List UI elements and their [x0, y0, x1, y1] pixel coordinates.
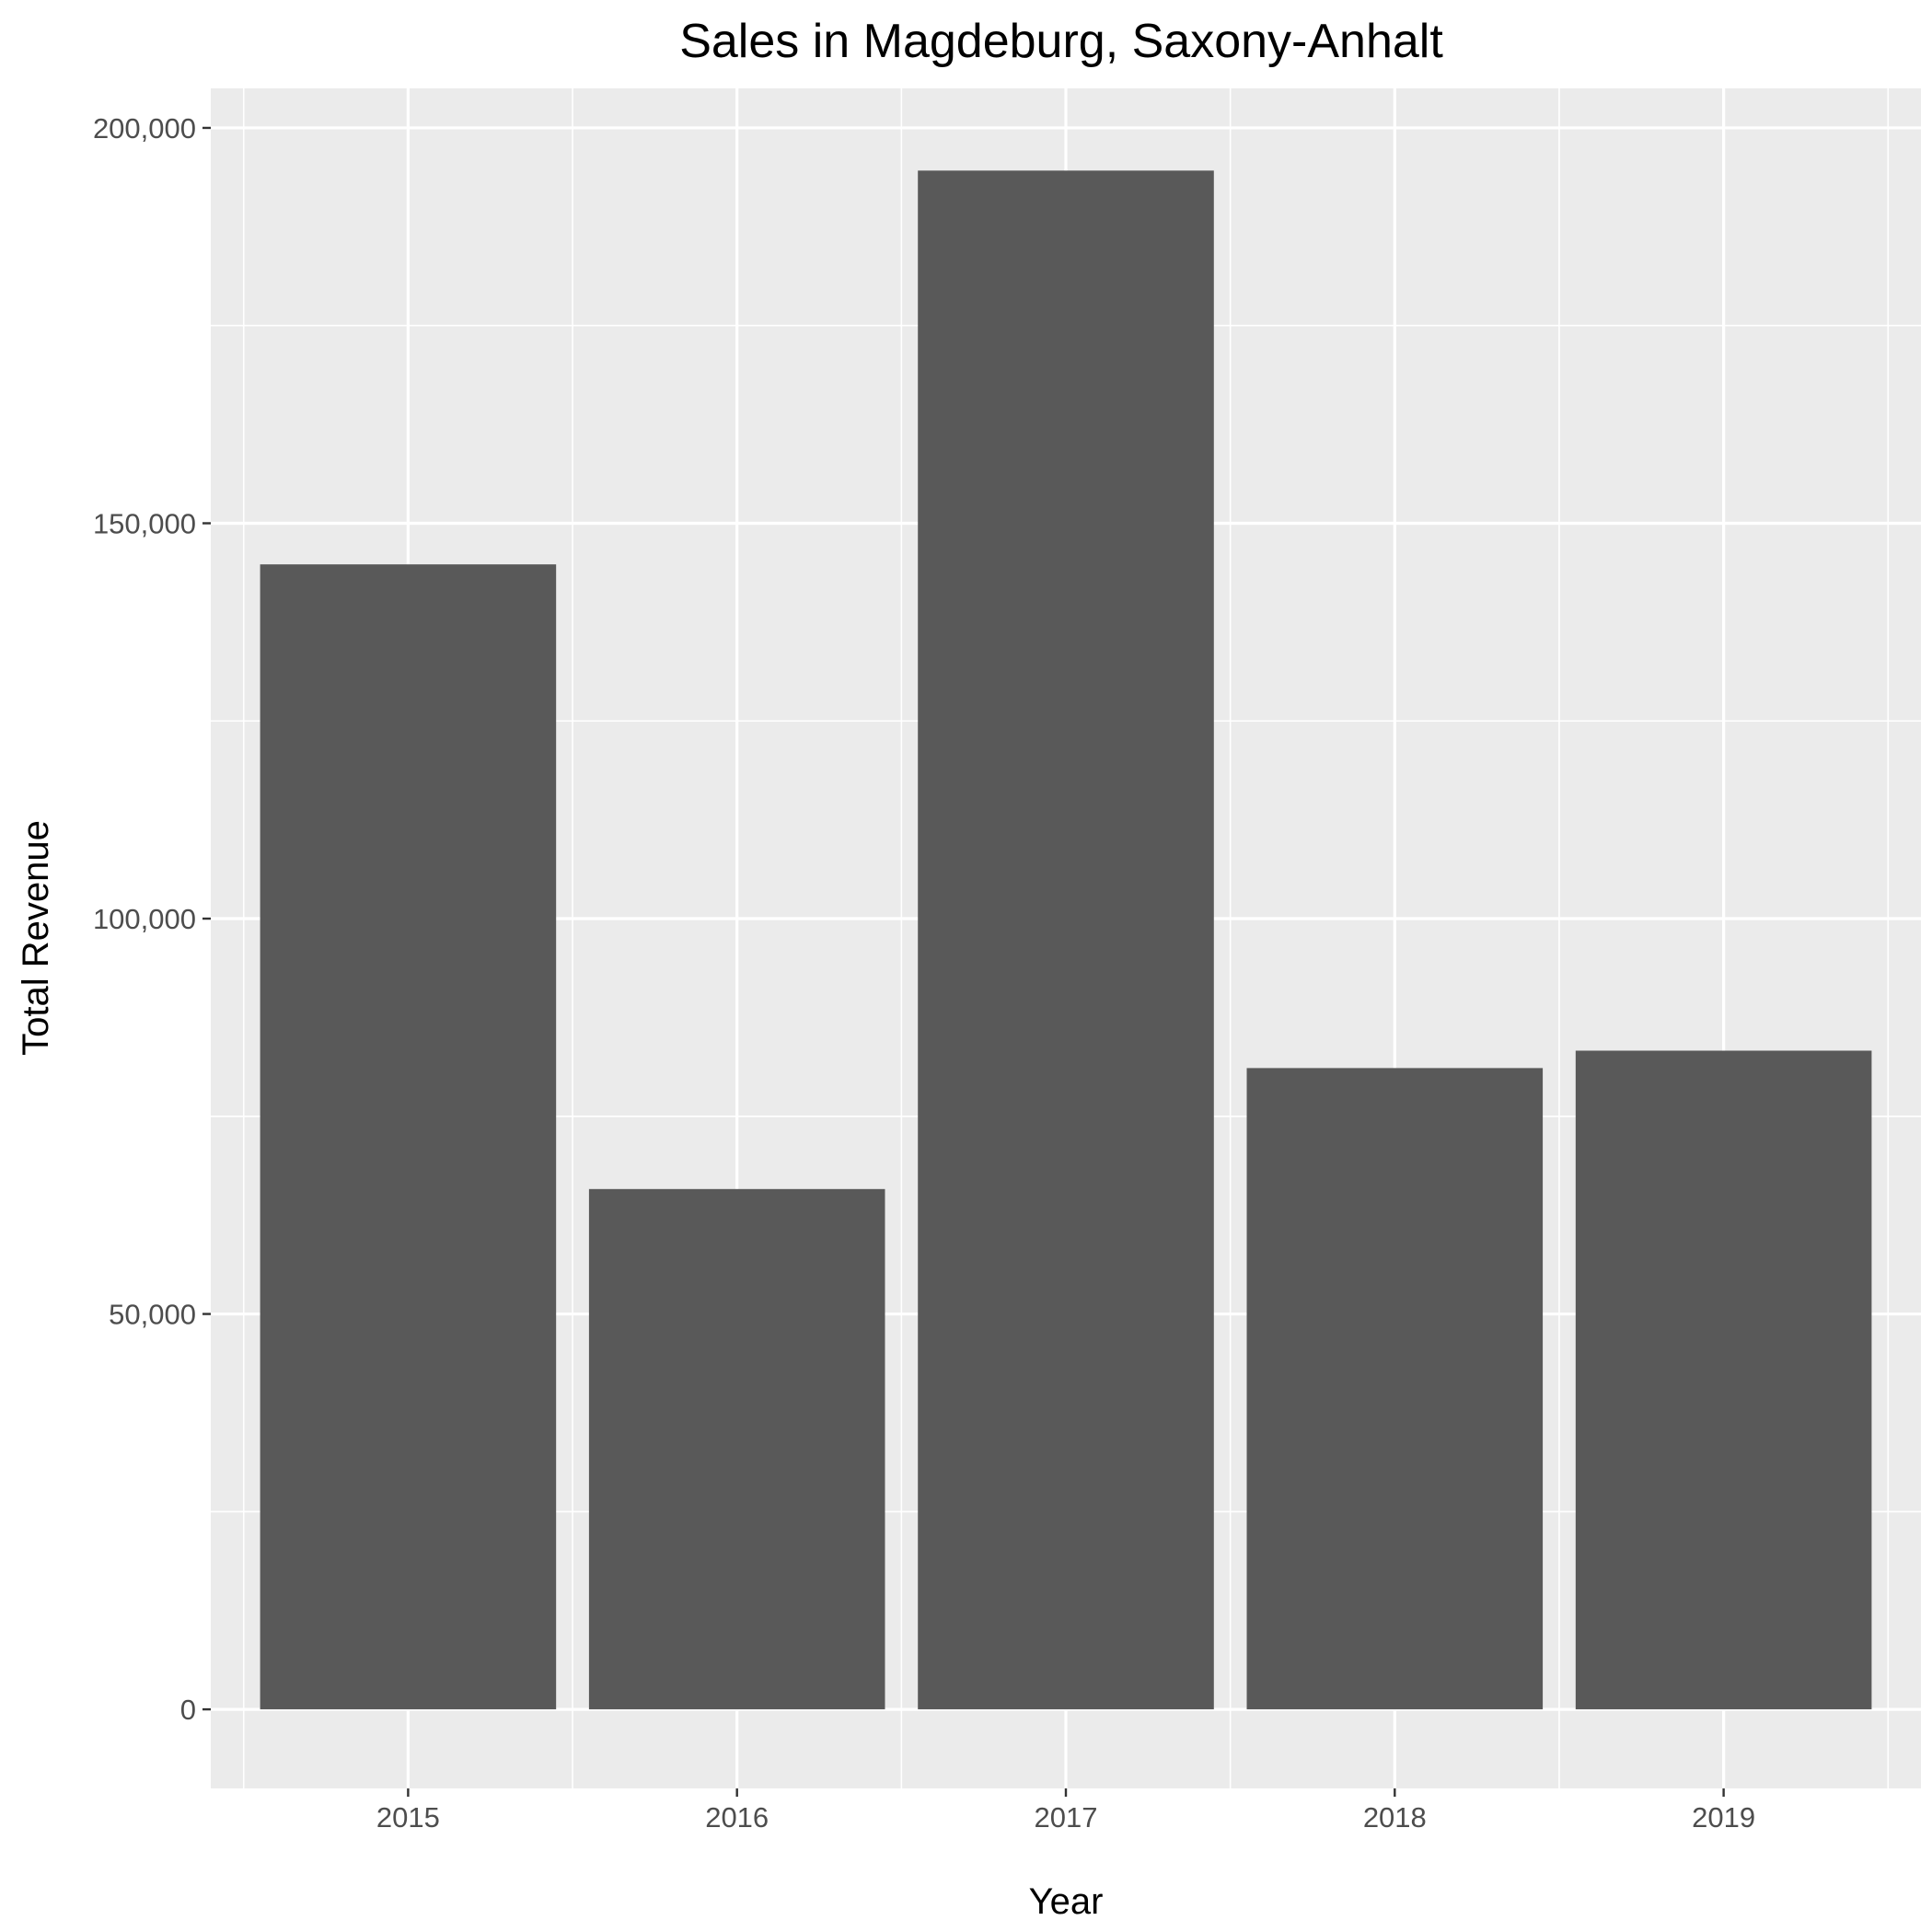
y-tick-label: 100,000: [93, 903, 196, 935]
x-tick-label: 2015: [376, 1801, 440, 1834]
y-tick-label: 50,000: [109, 1299, 196, 1331]
y-tick-label: 150,000: [93, 507, 196, 539]
x-tick-label: 2018: [1363, 1801, 1427, 1834]
y-axis-title: Total Revenue: [16, 820, 56, 1056]
bar-2016: [588, 1188, 885, 1710]
bars: [260, 170, 1872, 1710]
bar-2015: [260, 564, 557, 1710]
y-tick-label: 200,000: [93, 112, 196, 145]
x-axis-title: Year: [1029, 1881, 1104, 1922]
x-axis: 2015 2016 2017 2018 2019: [376, 1788, 1755, 1834]
x-tick-label: 2017: [1035, 1801, 1098, 1834]
bar-2019: [1575, 1050, 1872, 1710]
y-axis: 0 50,000 100,000 150,000 200,000: [93, 112, 211, 1726]
x-tick-label: 2016: [705, 1801, 769, 1834]
bar-2018: [1246, 1068, 1544, 1710]
y-tick-label: 0: [180, 1694, 196, 1726]
x-tick-label: 2019: [1692, 1801, 1755, 1834]
chart-title: Sales in Magdeburg, Saxony-Anhalt: [679, 15, 1443, 68]
bar-2017: [918, 170, 1214, 1710]
